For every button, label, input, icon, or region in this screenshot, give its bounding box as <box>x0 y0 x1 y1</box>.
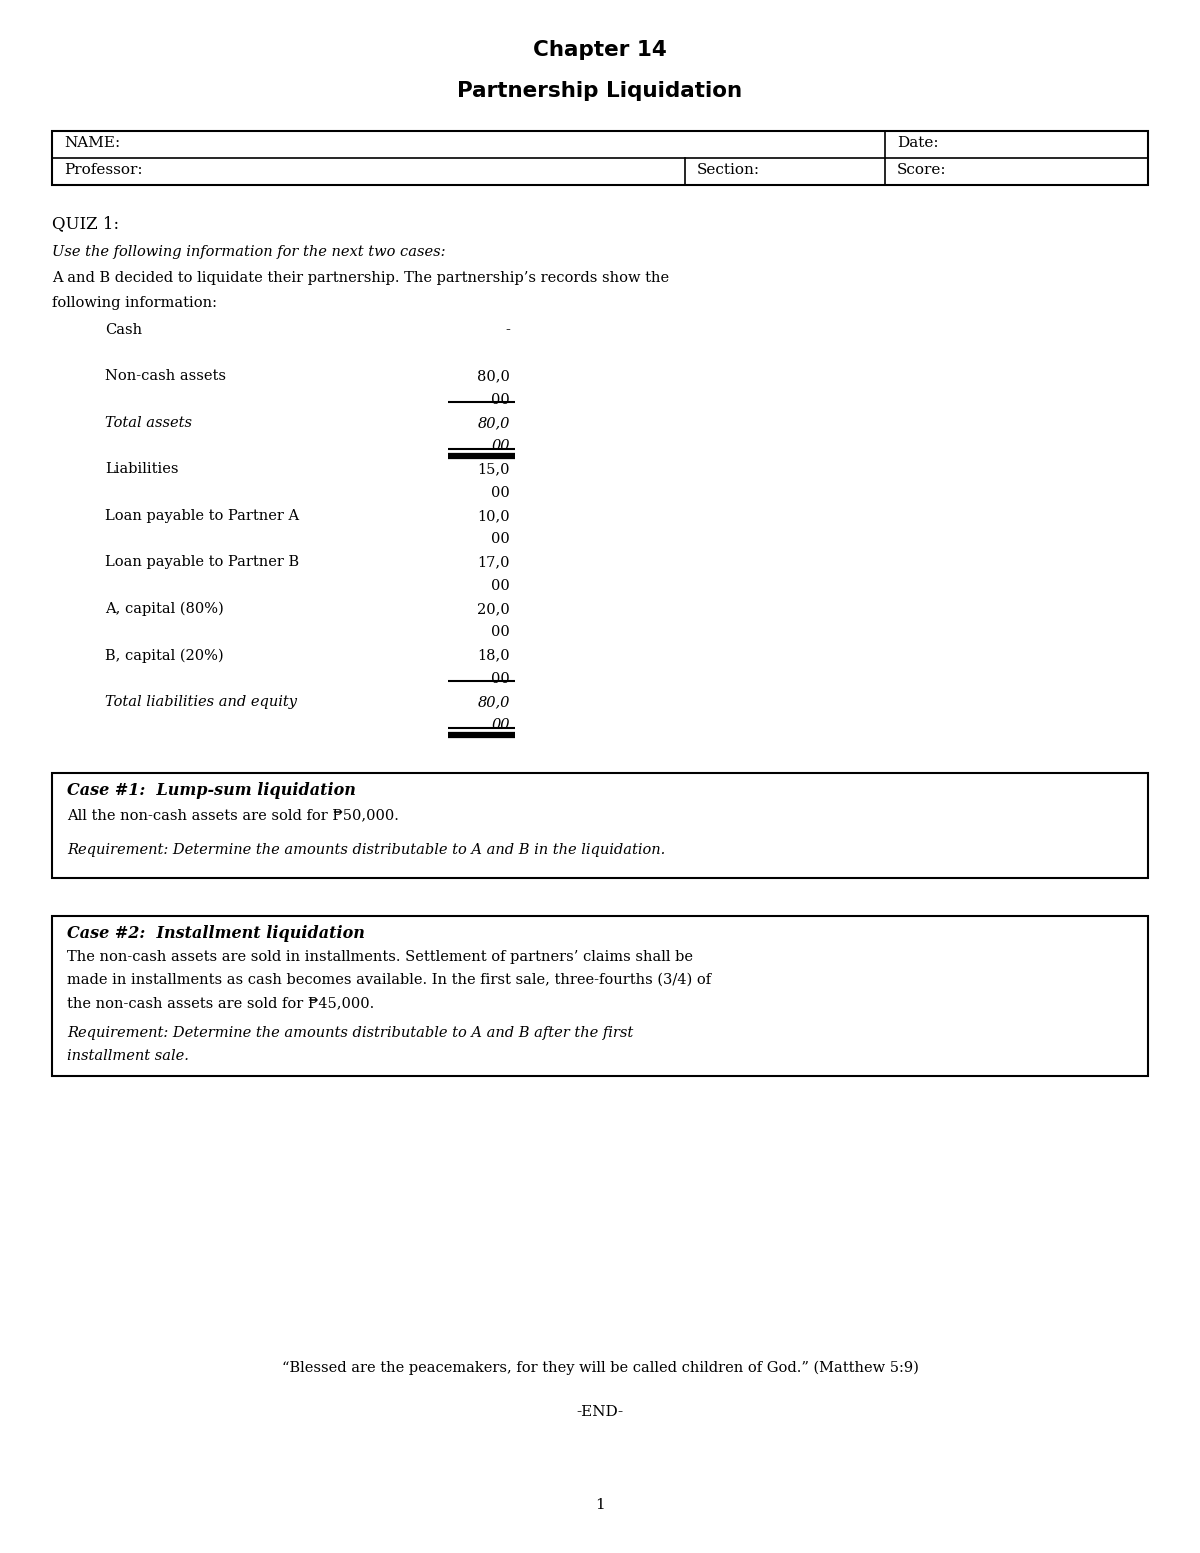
Text: “Blessed are the peacemakers, for they will be called children of God.” (Matthew: “Blessed are the peacemakers, for they w… <box>282 1360 918 1376</box>
Text: Total assets: Total assets <box>106 416 192 430</box>
Text: Loan payable to Partner B: Loan payable to Partner B <box>106 556 299 570</box>
Text: 17,0: 17,0 <box>478 556 510 570</box>
Text: Professor:: Professor: <box>64 163 143 177</box>
Bar <box>52 916 1148 1076</box>
Bar <box>52 773 1148 877</box>
Text: 80,0: 80,0 <box>478 416 510 430</box>
Text: made in installments as cash becomes available. In the first sale, three-fourths: made in installments as cash becomes ava… <box>67 974 712 988</box>
Text: installment sale.: installment sale. <box>67 1048 188 1062</box>
Text: 00: 00 <box>492 439 510 453</box>
Text: A and B decided to liquidate their partnership. The partnership’s records show t: A and B decided to liquidate their partn… <box>52 272 670 286</box>
Text: 00: 00 <box>491 672 510 686</box>
Text: 00: 00 <box>491 393 510 407</box>
Text: the non-cash assets are sold for ₱45,000.: the non-cash assets are sold for ₱45,000… <box>67 995 374 1009</box>
Text: NAME:: NAME: <box>64 137 120 151</box>
Bar <box>52 130 1148 185</box>
Text: 00: 00 <box>491 533 510 547</box>
Text: -END-: -END- <box>576 1405 624 1419</box>
Text: Partnership Liquidation: Partnership Liquidation <box>457 81 743 101</box>
Text: Case #2:  Installment liquidation: Case #2: Installment liquidation <box>67 926 365 943</box>
Text: B, capital (20%): B, capital (20%) <box>106 649 223 663</box>
Text: Requirement: Determine the amounts distributable to A and B after the first: Requirement: Determine the amounts distr… <box>67 1027 634 1041</box>
Text: 20,0: 20,0 <box>478 603 510 617</box>
Text: 00: 00 <box>491 626 510 640</box>
Text: Chapter 14: Chapter 14 <box>533 40 667 61</box>
Text: 80,0: 80,0 <box>478 370 510 384</box>
Text: Section:: Section: <box>697 163 760 177</box>
Text: A, capital (80%): A, capital (80%) <box>106 603 223 617</box>
Text: Requirement: Determine the amounts distributable to A and B in the liquidation.: Requirement: Determine the amounts distr… <box>67 843 665 857</box>
Text: 10,0: 10,0 <box>478 509 510 523</box>
Text: Liabilities: Liabilities <box>106 463 179 477</box>
Text: 00: 00 <box>491 486 510 500</box>
Text: Use the following information for the next two cases:: Use the following information for the ne… <box>52 245 445 259</box>
Text: -: - <box>505 323 510 337</box>
Text: 18,0: 18,0 <box>478 649 510 663</box>
Text: QUIZ 1:: QUIZ 1: <box>52 214 119 231</box>
Text: Score:: Score: <box>896 163 947 177</box>
Text: 00: 00 <box>492 719 510 733</box>
Text: following information:: following information: <box>52 297 217 311</box>
Text: 15,0: 15,0 <box>478 463 510 477</box>
Text: 1: 1 <box>595 1499 605 1513</box>
Text: Case #1:  Lump-sum liquidation: Case #1: Lump-sum liquidation <box>67 783 356 798</box>
Text: Date:: Date: <box>896 137 938 151</box>
Text: Total liabilities and equity: Total liabilities and equity <box>106 696 298 710</box>
Text: Non-cash assets: Non-cash assets <box>106 370 226 384</box>
Text: 80,0: 80,0 <box>478 696 510 710</box>
Text: Cash: Cash <box>106 323 142 337</box>
Text: Loan payable to Partner A: Loan payable to Partner A <box>106 509 299 523</box>
Text: 00: 00 <box>491 579 510 593</box>
Text: All the non-cash assets are sold for ₱50,000.: All the non-cash assets are sold for ₱50… <box>67 808 398 822</box>
Text: The non-cash assets are sold in installments. Settlement of partners’ claims sha: The non-cash assets are sold in installm… <box>67 950 694 964</box>
